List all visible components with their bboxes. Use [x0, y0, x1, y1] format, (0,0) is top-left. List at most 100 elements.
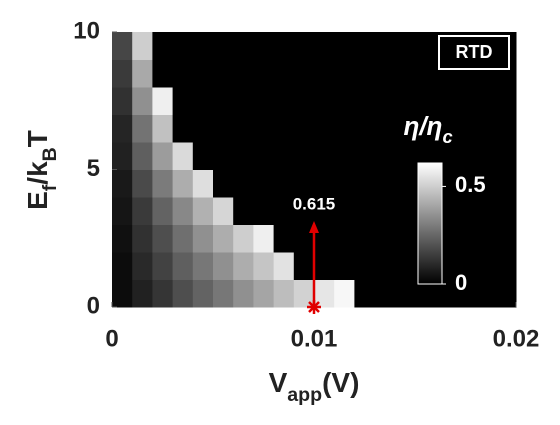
heat-cell — [152, 197, 174, 225]
heat-cell — [455, 87, 477, 115]
heat-cell — [273, 224, 295, 253]
heat-cell — [233, 279, 254, 308]
heat-cell — [152, 279, 174, 308]
heat-cell — [435, 87, 456, 115]
heat-cell — [394, 197, 416, 225]
heat-cell — [253, 142, 275, 170]
heat-cell — [233, 59, 254, 88]
heat-cell — [253, 224, 275, 253]
heat-cell — [192, 32, 214, 60]
heat-cell — [374, 142, 396, 170]
label-part: c — [442, 127, 452, 147]
heat-cell — [314, 169, 335, 198]
heat-cell — [152, 142, 174, 170]
heat-cell — [455, 114, 477, 143]
heat-cell — [152, 87, 174, 115]
heat-cell — [354, 32, 376, 60]
heat-cell — [394, 142, 416, 170]
heat-cell — [435, 32, 456, 60]
heat-cell — [334, 224, 355, 253]
heat-cell — [192, 279, 214, 308]
heat-cell — [475, 142, 497, 170]
heat-cell — [354, 114, 376, 143]
heat-cell — [314, 59, 335, 88]
heat-cell — [435, 59, 456, 88]
heat-cell — [273, 114, 295, 143]
heat-cell — [132, 169, 153, 198]
heat-cell — [415, 32, 436, 60]
heat-cell — [213, 279, 234, 308]
heat-cell — [192, 169, 214, 198]
heat-cell — [334, 252, 355, 280]
heat-cell — [112, 32, 133, 60]
heat-cell — [253, 197, 275, 225]
heat-cell — [455, 59, 477, 88]
colorbar-tick-label: 0 — [455, 270, 467, 295]
heat-cell — [192, 224, 214, 253]
x-axis-label: Vapp(V) — [269, 367, 360, 406]
heat-cell — [314, 197, 335, 225]
heat-cell — [132, 59, 153, 88]
heat-cell — [112, 224, 133, 253]
heat-cell — [293, 114, 315, 143]
heat-cell — [172, 32, 194, 60]
heat-cell — [475, 87, 497, 115]
heat-cell — [314, 142, 335, 170]
heat-cell — [293, 87, 315, 115]
x-tick-label: 0.01 — [291, 325, 338, 352]
heat-cell — [475, 224, 497, 253]
heat-cell — [132, 114, 153, 143]
heat-cell — [415, 87, 436, 115]
heat-cell — [273, 197, 295, 225]
label-part: /k — [22, 161, 53, 185]
heat-cell — [233, 142, 254, 170]
heat-cell — [233, 197, 254, 225]
heat-cell — [132, 252, 153, 280]
heat-cell — [172, 114, 194, 143]
heat-cell — [213, 142, 234, 170]
heat-cell — [132, 197, 153, 225]
heat-cell — [455, 142, 477, 170]
heat-cell — [273, 252, 295, 280]
heat-cell — [213, 224, 234, 253]
heat-cell — [192, 142, 214, 170]
heat-cell — [394, 224, 416, 253]
heat-cell — [374, 87, 396, 115]
heat-cell — [152, 252, 174, 280]
heat-cell — [415, 279, 436, 308]
heat-cell — [475, 252, 497, 280]
heat-cell — [354, 87, 376, 115]
heat-cell — [293, 279, 315, 308]
heat-cell — [334, 142, 355, 170]
heat-cell — [495, 197, 517, 225]
heat-cell — [354, 59, 376, 88]
heat-cell — [152, 224, 174, 253]
heat-cell — [192, 59, 214, 88]
heat-cell — [354, 252, 376, 280]
label-part: (V) — [322, 367, 359, 398]
heat-cell — [213, 114, 234, 143]
heat-cell — [334, 87, 355, 115]
heat-cell — [213, 197, 234, 225]
heat-cell — [495, 252, 517, 280]
heat-cell — [374, 169, 396, 198]
heat-cell — [132, 224, 153, 253]
heat-cell — [354, 197, 376, 225]
heat-cell — [394, 59, 416, 88]
heat-cell — [112, 279, 133, 308]
heat-cell — [293, 252, 315, 280]
y-tick-label: 10 — [73, 17, 100, 44]
label-part: app — [287, 384, 322, 406]
legend-label: RTD — [456, 42, 493, 62]
heat-cell — [314, 252, 335, 280]
heat-cell — [273, 142, 295, 170]
heat-cell — [394, 279, 416, 308]
heat-cell — [314, 279, 335, 308]
heat-cell — [455, 224, 477, 253]
heat-cell — [394, 114, 416, 143]
heat-cell — [253, 169, 275, 198]
colorbar-tick-label: 0.5 — [455, 172, 486, 197]
heat-cell — [415, 59, 436, 88]
marker-arrowhead — [309, 221, 319, 233]
heat-cell — [213, 59, 234, 88]
